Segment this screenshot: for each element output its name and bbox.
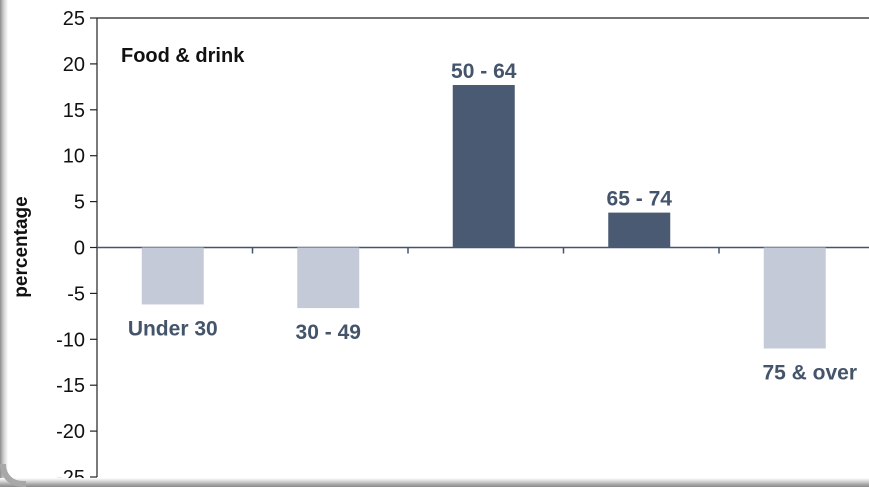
y-tick-label: -10 [56,329,85,351]
category-label-3: 65 - 74 [607,188,673,211]
y-tick-label: 25 [63,8,85,30]
y-tick-label: -5 [67,283,85,305]
bar-2 [452,85,515,248]
y-axis-title: percentage [11,196,32,297]
category-label-4: 75 & over [762,361,857,384]
y-tick-label: -15 [56,375,85,397]
category-label-1: 30 - 49 [296,321,361,344]
bar-4 [763,247,826,349]
chart-title: Food & drink [121,45,245,67]
bar-1 [297,247,360,309]
y-tick-label: 10 [63,146,85,168]
frame-edge-bottom [0,478,869,487]
category-label-2: 50 - 64 [451,60,517,83]
bar-3 [608,212,671,248]
bar-0 [141,247,204,305]
y-tick-label: 15 [63,100,85,122]
frame-corner [0,464,26,487]
frame-edge-left [0,0,8,487]
y-tick-label: 5 [74,192,85,214]
bars [141,85,826,349]
y-tick-label: 0 [74,238,85,260]
category-label-0: Under 30 [128,317,218,340]
category-labels: Under 30 30 - 49 50 - 64 65 - 74 75 & over [128,60,857,384]
x-axis [97,246,869,254]
y-tick-label: -20 [56,421,85,443]
y-tick-label: 20 [63,54,85,76]
